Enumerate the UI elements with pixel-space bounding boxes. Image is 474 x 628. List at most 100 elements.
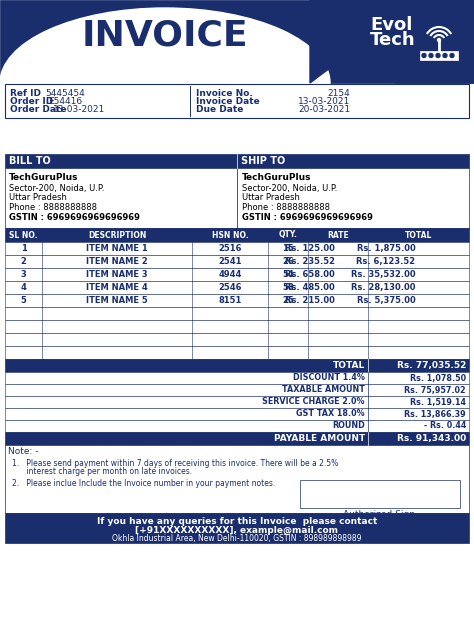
Bar <box>300 480 460 508</box>
Text: Ref ID: Ref ID <box>10 89 41 97</box>
Text: DESCRIPTION: DESCRIPTION <box>88 230 146 239</box>
Bar <box>5 513 469 543</box>
Text: 54: 54 <box>282 270 294 279</box>
Text: ITEM NAME 4: ITEM NAME 4 <box>86 283 148 292</box>
Text: TOTAL: TOTAL <box>405 230 432 239</box>
Text: Order ID: Order ID <box>10 97 53 106</box>
Text: PAYABLE AMOUNT: PAYABLE AMOUNT <box>274 434 365 443</box>
Text: E54416: E54416 <box>48 97 82 106</box>
Text: Rs. 28,130.00: Rs. 28,130.00 <box>351 283 416 292</box>
Text: Phone : 8888888888: Phone : 8888888888 <box>9 202 97 212</box>
Bar <box>5 396 469 408</box>
Text: Uttar Pradesh: Uttar Pradesh <box>242 193 300 202</box>
Text: Okhla Industrial Area, New Delhi-110020, GSTIN : 898989898989: Okhla Industrial Area, New Delhi-110020,… <box>112 534 362 543</box>
Text: Order Date: Order Date <box>10 106 66 114</box>
Text: Rs. 235.52: Rs. 235.52 <box>285 257 335 266</box>
Text: 25: 25 <box>282 296 294 305</box>
Bar <box>5 432 469 445</box>
Text: 15: 15 <box>282 244 294 253</box>
Bar <box>5 320 469 333</box>
Text: Authorized Sign.: Authorized Sign. <box>343 510 418 519</box>
Text: 8151: 8151 <box>219 296 242 305</box>
Text: BILL TO: BILL TO <box>9 156 51 166</box>
Text: If you have any queries for this Invoice  please contact: If you have any queries for this Invoice… <box>97 516 377 526</box>
Text: SHIP TO: SHIP TO <box>241 156 285 166</box>
Text: 5445454: 5445454 <box>45 89 85 97</box>
Text: 2: 2 <box>20 257 27 266</box>
Text: [+91XXXXXXXXXX], example@mail.com: [+91XXXXXXXXXX], example@mail.com <box>136 526 338 534</box>
Text: Uttar Pradesh: Uttar Pradesh <box>9 193 67 202</box>
Text: Due Date: Due Date <box>196 106 243 114</box>
Bar <box>5 168 237 228</box>
Text: QTY.: QTY. <box>279 230 298 239</box>
Bar <box>5 154 469 168</box>
Text: 2.   Please inclue Include the Invoice number in your payment notes.: 2. Please inclue Include the Invoice num… <box>12 479 275 487</box>
Text: SERVICE CHARGE 2.0%: SERVICE CHARGE 2.0% <box>263 398 365 406</box>
Text: Tech: Tech <box>370 31 416 49</box>
Circle shape <box>438 38 440 41</box>
Text: RATE: RATE <box>327 230 349 239</box>
Bar <box>5 281 469 294</box>
Text: DISCOUNT 1.4%: DISCOUNT 1.4% <box>293 374 365 382</box>
Text: Evol: Evol <box>370 16 412 34</box>
Text: - Rs. 0.44: - Rs. 0.44 <box>424 421 466 431</box>
Ellipse shape <box>0 8 330 158</box>
Text: 2154: 2154 <box>327 89 350 97</box>
Text: 2516: 2516 <box>218 244 242 253</box>
Text: 1.   Please send payment within 7 days of receiving this invoice. There will be : 1. Please send payment within 7 days of … <box>12 458 338 467</box>
Text: Sector-200, Noida, U.P.: Sector-200, Noida, U.P. <box>9 183 104 193</box>
Text: HSN NO.: HSN NO. <box>211 230 248 239</box>
Text: ITEM NAME 5: ITEM NAME 5 <box>86 296 148 305</box>
Text: ITEM NAME 2: ITEM NAME 2 <box>86 257 148 266</box>
Text: 4944: 4944 <box>219 270 242 279</box>
Text: Rs. 485.00: Rs. 485.00 <box>285 283 335 292</box>
Bar <box>5 307 469 320</box>
Text: 1: 1 <box>20 244 27 253</box>
Text: Invoice Date: Invoice Date <box>196 97 260 106</box>
Text: 58: 58 <box>282 283 294 292</box>
Text: Note: -: Note: - <box>8 447 38 455</box>
Text: Rs. 215.00: Rs. 215.00 <box>285 296 335 305</box>
Text: GSTIN : 6969696969696969: GSTIN : 6969696969696969 <box>242 214 373 222</box>
Text: Phone : 8888888888: Phone : 8888888888 <box>242 202 330 212</box>
Circle shape <box>443 53 447 58</box>
Text: SL NO.: SL NO. <box>9 230 38 239</box>
Bar <box>5 333 469 346</box>
Text: 2546: 2546 <box>218 283 242 292</box>
Bar <box>5 294 469 307</box>
Bar <box>420 51 458 60</box>
Text: GSTIN : 6969696969696969: GSTIN : 6969696969696969 <box>9 214 140 222</box>
Bar <box>5 242 469 255</box>
Text: Rs. 658.00: Rs. 658.00 <box>285 270 335 279</box>
Bar <box>5 420 469 432</box>
Text: 2541: 2541 <box>218 257 242 266</box>
Text: Rs. 91,343.00: Rs. 91,343.00 <box>397 434 466 443</box>
Text: Rs. 13,866.39: Rs. 13,866.39 <box>404 409 466 418</box>
Text: TOTAL: TOTAL <box>333 361 365 370</box>
Bar <box>5 84 469 118</box>
Bar <box>5 268 469 281</box>
Bar <box>5 228 469 242</box>
Bar <box>5 359 469 372</box>
Bar <box>5 346 469 359</box>
Text: 13-03-2021: 13-03-2021 <box>298 97 350 106</box>
Text: Sector-200, Noida, U.P.: Sector-200, Noida, U.P. <box>242 183 337 193</box>
Text: Rs. 77,035.52: Rs. 77,035.52 <box>397 361 466 370</box>
Circle shape <box>436 53 440 58</box>
Text: INVOICE: INVOICE <box>82 19 248 53</box>
Text: 4: 4 <box>20 283 27 292</box>
Text: Rs. 5,375.00: Rs. 5,375.00 <box>357 296 416 305</box>
Text: Rs. 1,875.00: Rs. 1,875.00 <box>357 244 416 253</box>
Bar <box>5 384 469 396</box>
Text: 5: 5 <box>20 296 27 305</box>
Text: Rs. 1,078.50: Rs. 1,078.50 <box>410 374 466 382</box>
Bar <box>5 445 469 513</box>
Circle shape <box>429 53 433 58</box>
Circle shape <box>450 53 454 58</box>
Bar <box>5 255 469 268</box>
Polygon shape <box>310 0 474 83</box>
Bar <box>0 0 474 83</box>
Text: 13-03-2021: 13-03-2021 <box>53 106 105 114</box>
Text: 3: 3 <box>21 270 27 279</box>
Bar <box>5 372 469 384</box>
